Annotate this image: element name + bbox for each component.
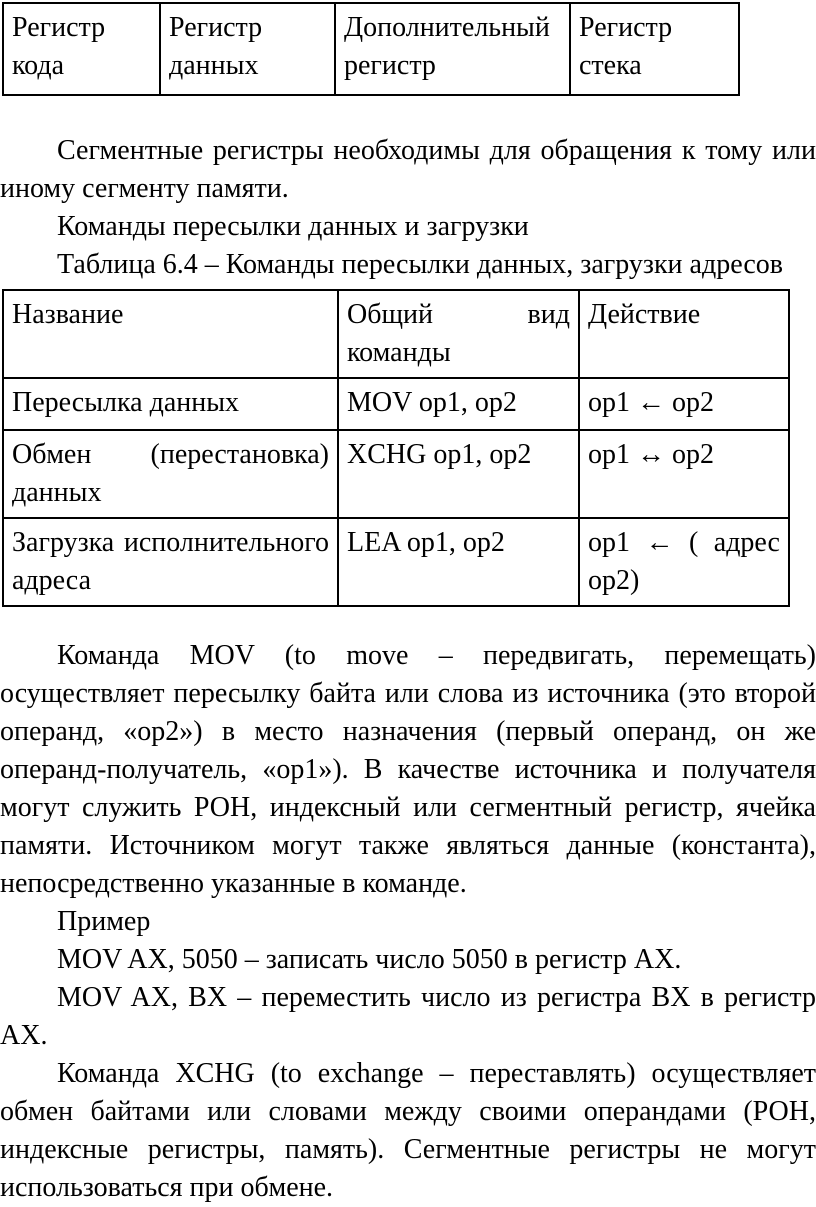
table-row-xchg: Обмен (перестановка) данных XCHG op1, op… (2, 429, 790, 519)
table-header-row: Название Общий вид команды Действие (2, 289, 790, 379)
segment-registers-table: Регистр кода Регистр данных Дополнительн… (2, 2, 740, 96)
cell-lea-action: op1 ← ( адрес op2) (578, 517, 790, 607)
paragraph-xchg-description: Команда XCHG (to exchange – переставлять… (0, 1058, 816, 1203)
example-mov-register: MOV AX, BX – переместить число из регист… (0, 982, 816, 1051)
cell-lea-form: LEA op1, op2 (337, 517, 580, 607)
table-row: Регистр кода Регистр данных Дополнительн… (2, 2, 740, 96)
header-name: Название (2, 289, 339, 379)
cell-xchg-name: Обмен (перестановка) данных (2, 429, 339, 519)
table-row-mov: Пересылка данных MOV op1, op2 op1 ← op2 (2, 377, 790, 431)
example-label: Пример (57, 906, 151, 937)
heading-transfer-commands: Команды пересылки данных и загрузки (57, 211, 529, 242)
cell-mov-name: Пересылка данных (2, 377, 339, 431)
register-cell-stack: Регистр стека (569, 2, 740, 96)
register-cell-code: Регистр кода (2, 2, 161, 96)
table-row-lea: Загрузка исполнительного адреса LEA op1,… (2, 517, 790, 607)
cell-mov-form: MOV op1, op2 (337, 377, 580, 431)
register-cell-extra: Дополнительный регистр (334, 2, 571, 96)
cell-mov-action: op1 ← op2 (578, 377, 790, 431)
paragraph-mov-description: Команда MOV (to move – передвигать, пере… (0, 640, 816, 899)
header-form: Общий вид команды (337, 289, 580, 379)
cell-xchg-action: op1 ↔ op2 (578, 429, 790, 519)
header-action: Действие (578, 289, 790, 379)
commands-table: Название Общий вид команды Действие Пере… (2, 289, 790, 607)
example-mov-constant: MOV AX, 5050 – записать число 5050 в рег… (57, 944, 682, 975)
cell-xchg-form: XCHG op1, op2 (337, 429, 580, 519)
table-6-4-caption: Таблица 6.4 – Команды пересылки данных, … (57, 249, 783, 280)
paragraph-segment-registers: Сегментные регистры необходимы для обращ… (0, 135, 816, 204)
register-cell-data: Регистр данных (159, 2, 336, 96)
cell-lea-name: Загрузка исполнительного адреса (2, 517, 339, 607)
